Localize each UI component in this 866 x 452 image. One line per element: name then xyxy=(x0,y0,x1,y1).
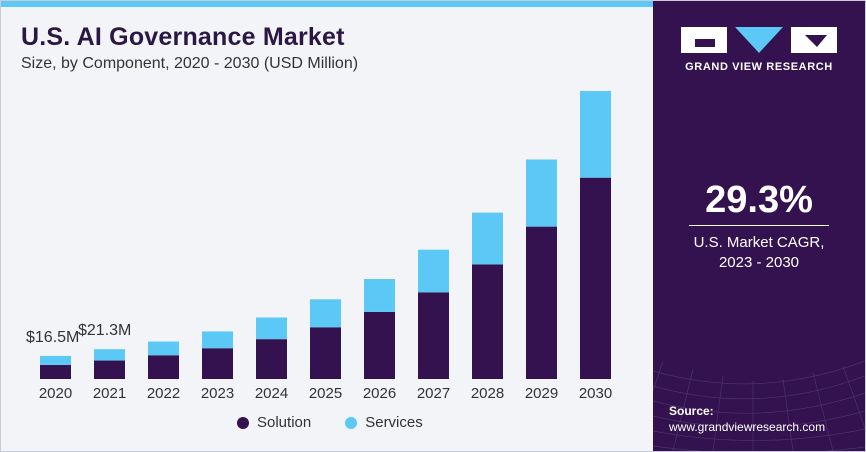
bar-services-2022 xyxy=(148,341,179,356)
cagr-divider xyxy=(689,225,829,226)
legend-label-solution: Solution xyxy=(257,414,312,431)
bar-services-2025 xyxy=(310,299,341,328)
x-tick-label-2030: 2030 xyxy=(579,385,612,402)
bar-services-2027 xyxy=(418,249,449,293)
legend-swatch-services xyxy=(345,416,358,429)
cagr-value: 29.3% xyxy=(705,179,813,221)
x-tick-label-2023: 2023 xyxy=(201,385,234,402)
chart-legend: Solution Services xyxy=(237,414,457,431)
stacked-bar-chart: 2020 2021 2022 2023 2024 2025 2026 2027 2028 2029… xyxy=(26,91,612,402)
bar-solution-2027 xyxy=(418,292,449,379)
source-block: Source: www.grandviewresearch.com xyxy=(669,403,825,435)
bar-solution-2025 xyxy=(310,327,341,379)
cagr-label-line2: 2023 - 2030 xyxy=(718,254,800,271)
data-label-2020: $16.5M xyxy=(26,329,79,346)
bar-solution-2029 xyxy=(526,226,557,379)
legend-item-solution: Solution xyxy=(237,414,311,431)
bar-solution-2028 xyxy=(472,264,503,379)
source-url[interactable]: www.grandviewresearch.com xyxy=(669,420,826,434)
grid-wave-decoration xyxy=(653,360,865,451)
x-tick-label-2028: 2028 xyxy=(471,385,504,402)
bar-services-2023 xyxy=(202,331,233,349)
bar-services-2030 xyxy=(580,91,611,178)
info-sidebar: GRAND VIEW RESEARCH 29.3% U.S. Market CA… xyxy=(653,1,865,451)
bar-services-2021 xyxy=(94,349,125,361)
legend-swatch-solution xyxy=(237,416,249,429)
cagr-label-line1: U.S. Market CAGR, xyxy=(693,234,825,251)
chart-title: U.S. AI Governance Market xyxy=(21,23,345,51)
bar-solution-2020 xyxy=(40,365,71,379)
x-tick-label-2020: 2020 xyxy=(39,385,72,402)
chart-panel: U.S. AI Governance Market Size, by Compo… xyxy=(1,1,653,451)
brand-name: GRAND VIEW RESEARCH xyxy=(685,61,833,73)
cagr-label: U.S. Market CAGR, 2023 - 2030 xyxy=(653,233,865,273)
x-tick-label-2021: 2021 xyxy=(93,385,126,402)
legend-label-services: Services xyxy=(365,414,423,431)
bar-solution-2023 xyxy=(202,348,233,379)
x-tick-label-2029: 2029 xyxy=(525,385,558,402)
bar-services-2029 xyxy=(526,159,557,227)
bar-solution-2026 xyxy=(364,311,395,379)
brand-logo-icon xyxy=(681,27,837,53)
accent-bar xyxy=(1,1,653,7)
chart-subtitle: Size, by Component, 2020 - 2030 (USD Mil… xyxy=(21,55,359,72)
bar-solution-2030 xyxy=(580,177,611,379)
bar-solution-2024 xyxy=(256,339,287,379)
source-label: Source: xyxy=(669,404,714,418)
legend-item-services: Services xyxy=(345,414,423,431)
x-tick-label-2022: 2022 xyxy=(147,385,180,402)
x-tick-label-2024: 2024 xyxy=(255,385,288,402)
bar-solution-2022 xyxy=(148,355,179,379)
data-label-2021: $21.3M xyxy=(78,322,131,339)
bar-services-2020 xyxy=(40,355,71,366)
bar-services-2028 xyxy=(472,212,503,265)
x-tick-label-2027: 2027 xyxy=(417,385,450,402)
bar-services-2024 xyxy=(256,317,287,340)
bar-solution-2021 xyxy=(94,360,125,379)
x-tick-label-2026: 2026 xyxy=(363,385,396,402)
bar-services-2026 xyxy=(364,279,395,312)
x-tick-label-2025: 2025 xyxy=(309,385,342,402)
